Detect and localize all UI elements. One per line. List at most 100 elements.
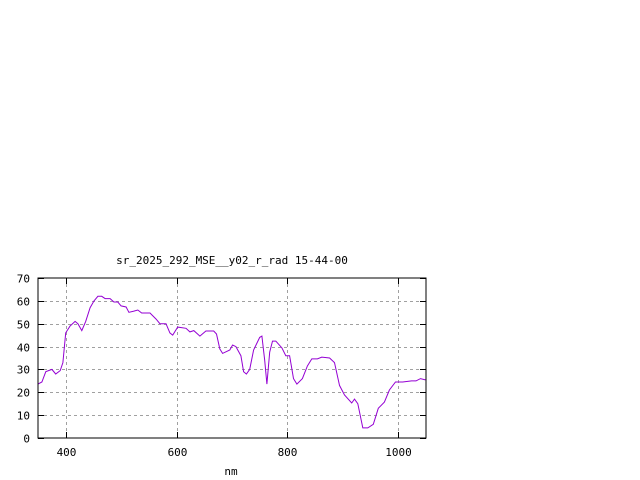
data-point	[51, 369, 52, 370]
data-point	[62, 362, 63, 363]
data-point	[296, 384, 297, 385]
data-point	[55, 374, 56, 375]
data-point	[321, 357, 322, 358]
data-point	[302, 378, 303, 379]
data-point	[411, 380, 412, 381]
data-point	[172, 335, 173, 336]
data-point	[362, 427, 363, 428]
data-point	[269, 352, 270, 353]
data-point	[402, 382, 403, 383]
data-point	[216, 334, 217, 335]
data-point	[177, 327, 178, 328]
data-point	[281, 347, 282, 348]
data-point	[222, 353, 223, 354]
x-tick-label: 1000	[385, 446, 412, 459]
data-point	[105, 298, 106, 299]
data-point	[85, 321, 86, 322]
data-point	[357, 403, 358, 404]
y-tick-label: 70	[17, 273, 30, 286]
data-point	[354, 399, 355, 400]
data-point	[193, 330, 194, 331]
data-point	[389, 390, 390, 391]
data-point	[311, 358, 312, 359]
data-point	[166, 323, 167, 324]
data-point	[159, 323, 160, 324]
data-point	[45, 371, 46, 372]
data-point	[90, 307, 91, 308]
data-point	[75, 321, 76, 322]
data-point	[261, 336, 262, 337]
x-axis-label: nm	[224, 465, 238, 478]
data-point	[285, 355, 286, 356]
data-point	[289, 355, 290, 356]
data-point	[259, 337, 260, 338]
data-point	[137, 310, 138, 311]
tick-marks	[38, 278, 426, 439]
data-point	[65, 332, 66, 333]
data-point	[246, 374, 247, 375]
data-point	[156, 319, 157, 320]
data-point	[149, 312, 150, 313]
data-point	[169, 332, 170, 333]
data-point	[344, 395, 345, 396]
x-tick-label: 400	[57, 446, 77, 459]
data-point	[93, 300, 94, 301]
data-point	[373, 424, 374, 425]
data-point	[240, 355, 241, 356]
data-point	[189, 331, 190, 332]
data-point	[141, 312, 142, 313]
y-tick-label: 50	[17, 319, 30, 332]
data-point	[70, 326, 71, 327]
y-tick-label: 60	[17, 296, 30, 309]
data-point	[117, 302, 118, 303]
series-group	[37, 295, 426, 429]
grid	[38, 278, 426, 438]
data-point	[219, 348, 220, 349]
data-point	[384, 402, 385, 403]
y-tick-label: 0	[23, 433, 30, 446]
data-point	[235, 346, 236, 347]
y-tick-label: 20	[17, 387, 30, 400]
data-point	[60, 370, 61, 371]
data-point	[307, 366, 308, 367]
x-tick-label: 800	[278, 446, 298, 459]
data-point	[351, 403, 352, 404]
data-point	[264, 360, 265, 361]
data-point	[97, 296, 98, 297]
plot-frame	[37, 277, 427, 439]
data-point	[185, 328, 186, 329]
data-point	[329, 358, 330, 359]
data-point	[199, 336, 200, 337]
chart-title: sr_2025_292_MSE__y02_r_rad 15-44-00	[116, 254, 348, 267]
data-point	[339, 385, 340, 386]
y-tick-label: 40	[17, 342, 30, 355]
x-tick-label: 600	[168, 446, 188, 459]
data-point	[416, 380, 417, 381]
data-point	[253, 350, 254, 351]
data-point	[243, 371, 244, 372]
data-point	[213, 331, 214, 332]
tick-labels: 0 10 20 30 40 50 60 70 400 600 800 1000	[17, 273, 412, 460]
data-point	[266, 384, 267, 385]
series-line	[37, 295, 426, 429]
data-point	[101, 296, 102, 297]
data-point	[81, 330, 82, 331]
y-tick-label: 30	[17, 364, 30, 377]
data-point	[378, 408, 379, 409]
data-point	[249, 369, 250, 370]
data-point	[367, 427, 368, 428]
data-point	[317, 358, 318, 359]
data-point	[334, 362, 335, 363]
data-point	[275, 341, 276, 342]
data-point	[113, 302, 114, 303]
data-point	[395, 382, 396, 383]
data-point	[121, 305, 122, 306]
data-point	[77, 323, 78, 324]
data-point	[205, 331, 206, 332]
y-tick-label: 10	[17, 410, 30, 423]
data-point	[229, 350, 230, 351]
data-point	[126, 307, 127, 308]
data-point	[128, 312, 129, 313]
